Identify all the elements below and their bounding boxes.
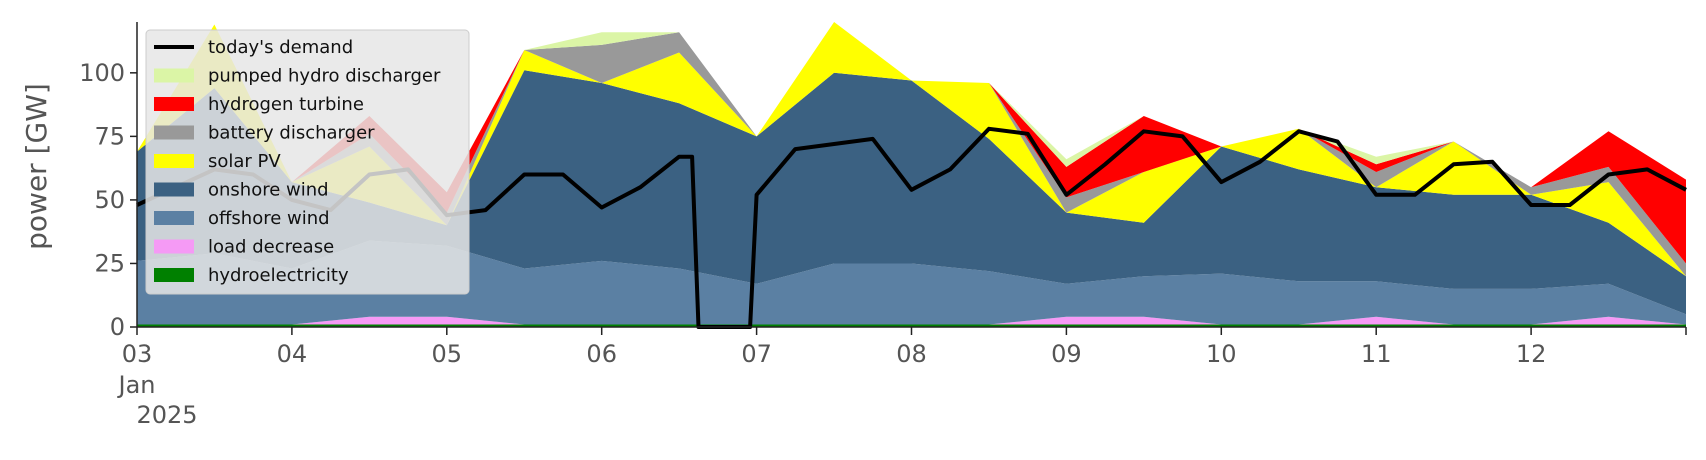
legend-label-offshore-wind: offshore wind	[208, 208, 330, 229]
x-tick-label: 07	[741, 340, 772, 368]
legend-label-onshore-wind: onshore wind	[208, 180, 329, 201]
legend-background	[145, 29, 470, 295]
y-tick-label: 100	[79, 59, 125, 87]
x-tick-sublabel: 2025	[136, 401, 197, 429]
legend-label-today-s-demand: today's demand	[208, 37, 353, 58]
legend-swatch-hydroelectricity	[154, 268, 194, 282]
x-tick-label: 11	[1361, 340, 1392, 368]
x-tick-sublabel: Jan	[117, 371, 156, 399]
legend-swatch-solar-pv	[154, 154, 194, 168]
legend-label-load-decrease: load decrease	[208, 237, 334, 258]
area-onshore-wind	[137, 70, 1686, 315]
y-tick-label: 25	[94, 249, 125, 277]
x-tick-label: 06	[586, 340, 617, 368]
area-load-decrease	[137, 316, 1686, 325]
y-tick-label: 0	[110, 313, 125, 341]
legend-swatch-battery-discharger	[154, 125, 194, 140]
legend-label-battery-discharger: battery discharger	[208, 123, 375, 144]
x-tick-label: 04	[277, 340, 308, 368]
y-axis-label: power [GW]	[20, 83, 53, 250]
legend-swatch-load-decrease	[154, 239, 194, 254]
x-tick-label: 03	[122, 340, 153, 368]
y-tick-label: 50	[94, 186, 125, 214]
legend-label-solar-pv: solar PV	[208, 151, 281, 172]
legend-label-hydroelectricity: hydroelectricity	[208, 265, 349, 286]
x-tick-label: 09	[1051, 340, 1082, 368]
legend-swatch-hydrogen-turbine	[154, 97, 194, 111]
legend-swatch-offshore-wind	[154, 211, 194, 225]
x-tick-label: 12	[1516, 340, 1547, 368]
legend-swatch-pumped-hydro-discharger	[154, 68, 194, 83]
legend-label-pumped-hydro-discharger: pumped hydro discharger	[208, 66, 441, 87]
area-offshore-wind	[137, 240, 1686, 325]
x-tick-label: 08	[896, 340, 927, 368]
y-ticks: 0 25 50 75 100	[79, 59, 137, 341]
legend-label-hydrogen-turbine: hydrogen turbine	[208, 94, 364, 115]
x-tick-label: 10	[1206, 340, 1237, 368]
legend-swatch-onshore-wind	[154, 182, 194, 197]
legend: today's demand pumped hydro discharger hyd…	[145, 29, 470, 295]
x-tick-label: 05	[432, 340, 463, 368]
y-tick-label: 75	[94, 122, 125, 150]
